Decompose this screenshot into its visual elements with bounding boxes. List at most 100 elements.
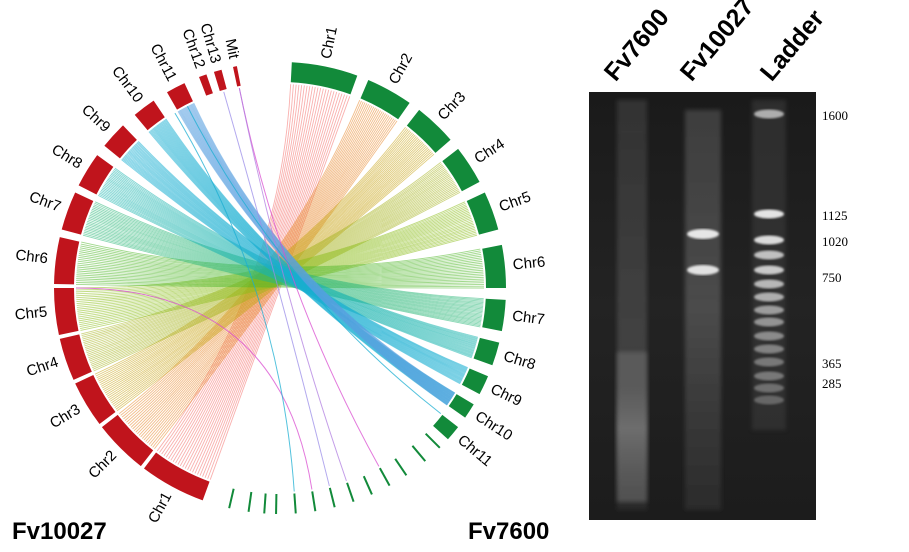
ladder-band <box>754 235 784 245</box>
synteny-link <box>209 96 351 480</box>
ladder-band <box>754 250 784 260</box>
ladder-size-1125: 1125 <box>822 208 848 223</box>
gel-panel: Fv7600 Fv10027 Ladder <box>589 0 909 552</box>
ladder-band <box>754 292 784 302</box>
ladder-band <box>754 357 784 367</box>
fv7600-chr-label: Chr8 <box>501 348 537 374</box>
fv7600-chr-arc <box>433 414 459 440</box>
fv7600-chr-arc <box>461 368 489 395</box>
fv10027-contig-mark <box>263 493 267 514</box>
fv10027-chr-label: Chr2 <box>85 447 120 482</box>
fv7600-chr-label: Chr4 <box>471 135 508 167</box>
fv10027-chr-arc <box>78 155 114 195</box>
fv7600-chr-label: Chr11 <box>454 431 495 470</box>
minor-link <box>75 287 313 490</box>
ladder-bands <box>754 109 784 405</box>
fv7600-chr-arc <box>482 298 506 332</box>
fv10027-chr-label: Chr8 <box>49 141 86 172</box>
fv10027-chr-arc <box>54 237 80 285</box>
synteny-link <box>124 155 462 382</box>
fv7600-chr-arc <box>482 244 506 288</box>
fv10027-chr-arc <box>233 66 241 87</box>
fv10027-chr-arc <box>101 414 154 467</box>
synteny-link <box>100 191 473 356</box>
fv7600-chr-label: Chr9 <box>488 381 525 410</box>
fv10027-chr-label: Chr10 <box>108 63 146 106</box>
fv7600-chr-label: Chr7 <box>511 308 545 329</box>
circos-synteny-plot: Chr1Chr2Chr3Chr4Chr5Chr6Chr7Chr8Chr9Chr1… <box>14 21 546 526</box>
fv7600-contig-mark <box>411 445 427 462</box>
synteny-link <box>84 230 482 324</box>
synteny-link <box>100 189 474 355</box>
fv7600-chr-arc <box>466 192 499 235</box>
minor-link <box>223 91 330 487</box>
ladder-size-1020: 1020 <box>822 234 848 249</box>
fv7600-chr-arc <box>290 62 358 95</box>
fv7600-chr-label: Chr6 <box>512 253 546 273</box>
fv7600-chr-label: Chr5 <box>497 188 533 215</box>
fv10027-chr-label: Chr6 <box>14 247 48 268</box>
fv7600-contig-mark <box>362 475 373 495</box>
fv10027-chr-label: Chr1 <box>145 489 175 526</box>
synteny-link <box>121 158 461 384</box>
fv10027-contig-mark <box>228 488 235 509</box>
fv10027-chr-label: Chr5 <box>14 303 48 323</box>
fv10027-chr-label: Mit <box>222 37 243 61</box>
minor-link <box>174 112 295 492</box>
band-fv10027-lower <box>687 265 719 275</box>
fv10027-chr-label: Chr11 <box>147 41 180 84</box>
synteny-link <box>125 154 463 380</box>
ladder-size-1600: 1600 <box>822 108 848 123</box>
smear-fv7600-low <box>617 352 647 502</box>
synteny-link <box>76 282 484 288</box>
fv7600-chr-arc <box>448 394 474 418</box>
synteny-link <box>98 193 473 358</box>
ladder-band <box>754 109 784 119</box>
fv7600-contig-mark <box>293 493 297 514</box>
fv7600-contig-mark <box>424 432 441 449</box>
fv7600-chr-arc <box>406 109 451 153</box>
fv10027-chr-arc <box>199 74 213 96</box>
fv7600-contig-mark <box>311 491 317 512</box>
minor-link <box>238 87 380 467</box>
synteny-link <box>124 154 463 381</box>
synteny-link <box>83 231 481 325</box>
fv10027-chr-arc <box>143 452 210 501</box>
fv7600-chr-label: Chr2 <box>386 51 417 88</box>
fv7600-chromosome-arcs <box>275 62 506 514</box>
synteny-link <box>121 159 461 385</box>
synteny-links <box>75 84 485 480</box>
ladder-band <box>754 265 784 275</box>
synteny-link <box>123 156 462 383</box>
fv7600-contig-mark <box>378 467 391 487</box>
fv10027-chr-label: Chr9 <box>78 101 113 136</box>
ladder-size-285: 285 <box>822 376 842 391</box>
fv7600-contig-mark <box>328 487 336 508</box>
band-fv10027-upper <box>687 229 719 239</box>
ladder-band <box>754 279 784 289</box>
fv10027-chromosome-arcs <box>54 66 267 514</box>
ladder-band <box>754 317 784 327</box>
fv10027-chr-arc <box>59 334 92 380</box>
synteny-link <box>122 157 462 383</box>
mitochondrial-links <box>75 87 442 492</box>
gel-image <box>589 92 816 520</box>
fv10027-chr-arc <box>75 375 116 425</box>
ladder-band <box>754 305 784 315</box>
ladder-band <box>754 371 784 381</box>
ladder-band <box>754 344 784 354</box>
ladder-band <box>754 331 784 341</box>
fv7600-chr-arc <box>442 148 480 192</box>
fv10027-chr-arc <box>134 100 165 131</box>
fv10027-contig-mark <box>247 491 253 512</box>
lane-fv10027 <box>685 110 721 510</box>
chromosome-labels: Chr1Chr2Chr3Chr4Chr5Chr6Chr7Chr8Chr9Chr1… <box>14 21 546 526</box>
fv10027-chr-arc <box>54 288 79 335</box>
fv10027-chr-arc <box>167 83 193 110</box>
fv7600-chr-label: Chr1 <box>318 25 341 60</box>
fv10027-chr-arc <box>61 192 94 235</box>
fv7600-chr-arc <box>473 337 500 366</box>
ladder-size-750: 750 <box>822 270 842 285</box>
synteny-link <box>82 234 481 328</box>
genome-label-fv10027: Fv10027 <box>12 518 107 545</box>
